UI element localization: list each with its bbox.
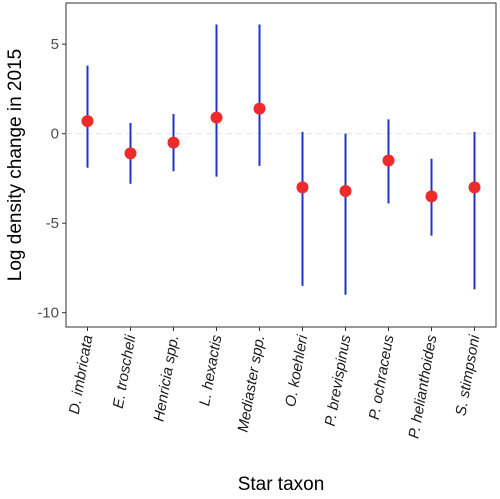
data-point	[339, 184, 352, 197]
data-point	[210, 111, 223, 124]
x-tick-label: P. ochraceus	[366, 333, 398, 421]
x-tick-label: D. imbricata	[66, 334, 97, 416]
data-marks	[81, 24, 481, 295]
y-axis-title: Log density change in 2015	[5, 49, 26, 281]
x-tick-label: E. troscheli	[110, 333, 140, 410]
data-point	[124, 147, 137, 160]
data-point	[468, 181, 481, 194]
data-point	[253, 102, 266, 115]
x-tick-label: P. helianthoides	[405, 333, 440, 440]
data-point	[296, 181, 309, 194]
x-tick-label: Henricia spp.	[150, 334, 182, 423]
x-axis-title: Star taxon	[238, 474, 325, 495]
y-tick-label: 5	[51, 36, 59, 53]
x-axis: D. imbricata E. troscheli Henricia spp. L. …	[66, 327, 484, 440]
x-tick-label: L. hexactis	[196, 333, 225, 407]
plot-panel	[65, 2, 497, 328]
y-tick-label: 0	[51, 126, 59, 143]
y-tick-label: -5	[46, 215, 59, 232]
data-point	[167, 136, 180, 149]
data-point	[81, 115, 94, 128]
x-tick-label: Mediaster spp.	[235, 334, 269, 434]
data-point	[425, 190, 438, 203]
x-tick-label: S. stimpsoni	[453, 333, 484, 417]
x-tick-label: O. koehleri	[282, 333, 311, 408]
data-point	[382, 154, 395, 167]
y-axis: 5 0 -5 -10	[37, 36, 66, 322]
x-tick-label: P. brevispinus	[322, 333, 355, 427]
y-tick-label: -10	[37, 305, 59, 322]
